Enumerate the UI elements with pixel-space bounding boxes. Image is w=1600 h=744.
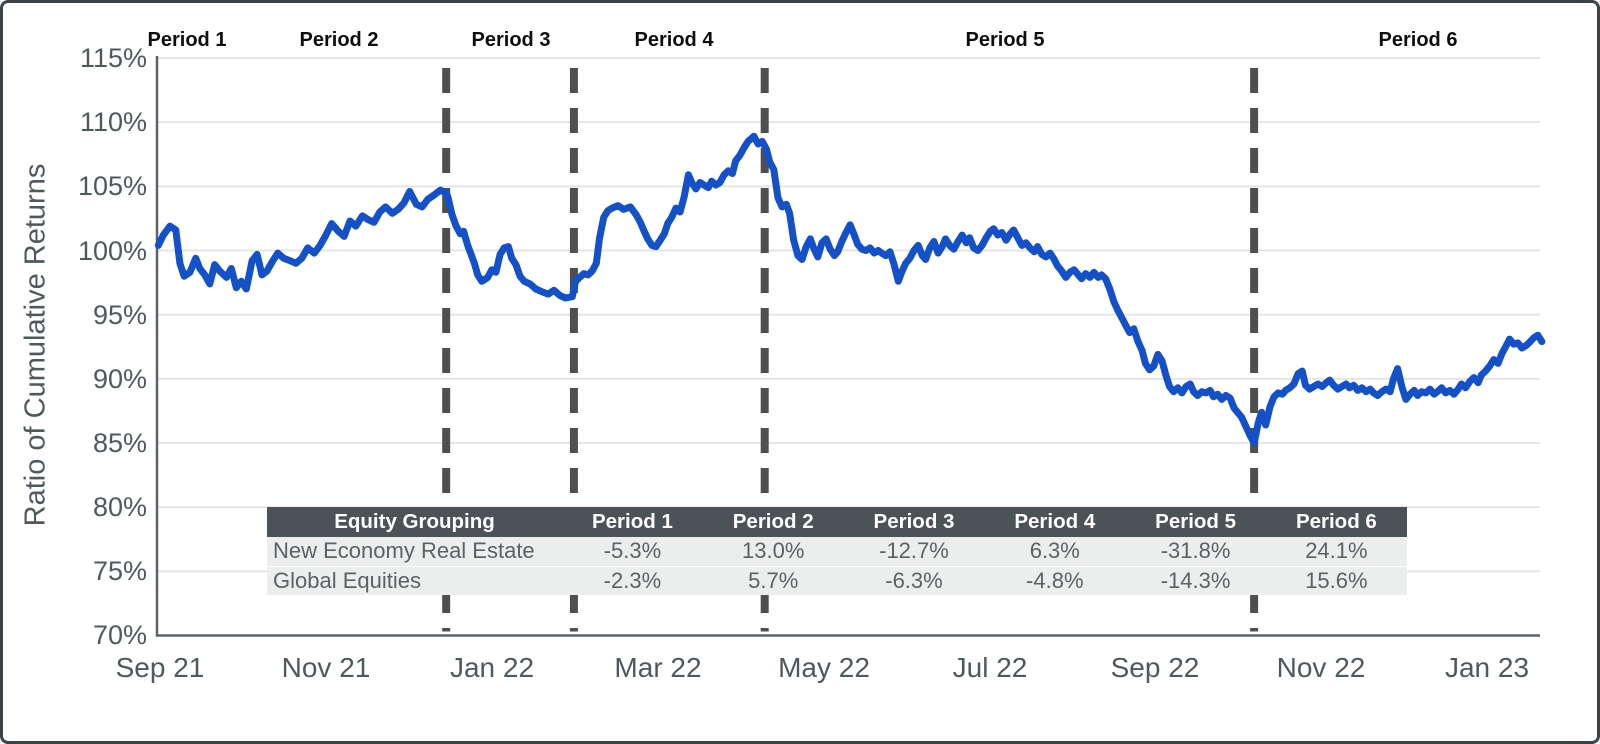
nere-period-4: 6.3% <box>1029 538 1080 563</box>
globaleq-period-3: -6.3% <box>885 567 943 593</box>
x-tick-sep21: Sep 21 <box>115 652 205 683</box>
header-period-1: Period 1 <box>591 510 673 533</box>
table-row: Global Equities -2.3% 5.7% -6.3% -4.8% -… <box>267 566 1407 595</box>
period-label-1: Period 1 <box>147 29 227 51</box>
nere-period-1: -5.3% <box>603 538 662 563</box>
y-tick-115: 115% <box>79 43 147 73</box>
x-tick-mar22: Mar 22 <box>614 652 702 683</box>
row-label-global-equities: Global Equities <box>273 567 421 593</box>
table-row: New Economy Real Estate -5.3% 13.0% -12.… <box>267 537 1407 567</box>
x-tick-jan22: Jan 22 <box>449 652 535 683</box>
y-tick-110: 110% <box>79 107 147 137</box>
globaleq-period-1: -2.3% <box>603 567 662 593</box>
x-tick-jul22: Jul 22 <box>952 652 1028 683</box>
y-tick-75: 75% <box>92 556 147 586</box>
globaleq-period-6: 15.6% <box>1305 567 1368 593</box>
period-label-4: Period 4 <box>634 29 714 51</box>
nere-period-2: 13.0% <box>742 538 805 563</box>
y-tick-80: 80% <box>92 492 147 522</box>
period-label-6: Period 6 <box>1378 29 1458 51</box>
period-label-5: Period 5 <box>965 29 1045 51</box>
y-tick-105: 105% <box>77 171 147 201</box>
header-period-3: Period 3 <box>873 510 955 533</box>
globaleq-period-2: 5.7% <box>748 567 799 593</box>
y-tick-85: 85% <box>92 428 147 458</box>
returns-table-header: Equity Grouping Period 1 Period 2 Period… <box>267 507 1407 537</box>
nere-period-5: -31.8% <box>1160 538 1231 563</box>
y-tick-70: 70% <box>92 620 147 650</box>
y-axis-title: Ratio of Cumulative Returns <box>19 163 52 527</box>
globaleq-period-5: -14.3% <box>1160 567 1231 593</box>
x-tick-jan23: Jan 23 <box>1444 652 1530 683</box>
y-tick-90: 90% <box>92 364 147 394</box>
row-label-nere: New Economy Real Estate <box>273 538 535 563</box>
header-equity-grouping: Equity Grouping <box>334 510 495 533</box>
x-tick-nov22: Nov 22 <box>1276 652 1366 683</box>
header-period-6: Period 6 <box>1295 510 1377 533</box>
period-label-3: Period 3 <box>471 29 551 51</box>
nere-period-6: 24.1% <box>1305 538 1368 563</box>
y-tick-100: 100% <box>77 236 147 266</box>
returns-table: Equity Grouping Period 1 Period 2 Period… <box>267 507 1407 595</box>
header-period-4: Period 4 <box>1014 510 1096 533</box>
y-tick-95: 95% <box>92 300 147 330</box>
header-period-2: Period 2 <box>732 510 814 533</box>
x-tick-sep22: Sep 22 <box>1110 652 1200 683</box>
x-tick-may22: May 22 <box>778 652 870 683</box>
nere-period-3: -12.7% <box>879 538 949 563</box>
header-period-5: Period 5 <box>1155 510 1237 533</box>
globaleq-period-4: -4.8% <box>1026 567 1084 593</box>
x-tick-nov21: Nov 21 <box>281 652 371 683</box>
period-label-2: Period 2 <box>299 29 379 51</box>
